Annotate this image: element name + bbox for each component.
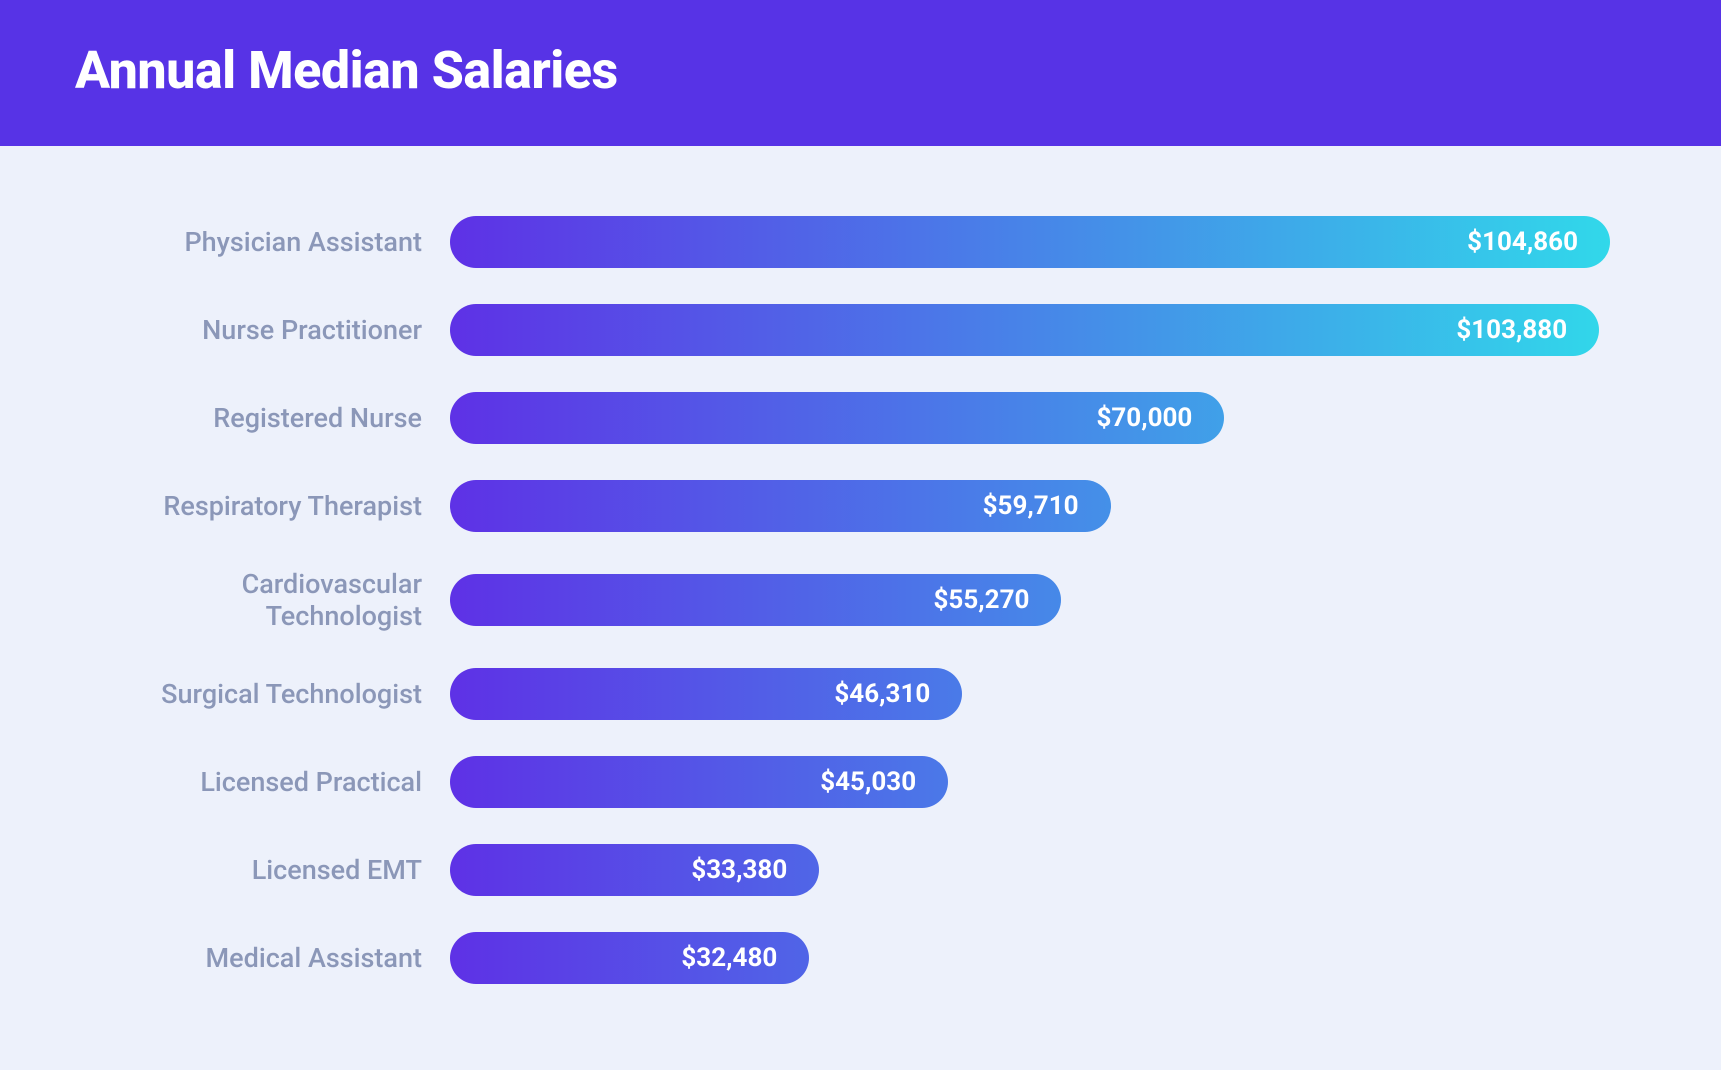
bar-fill: $55,270 bbox=[450, 574, 1061, 626]
bar-track: $103,880 bbox=[450, 304, 1621, 356]
bar-label: Respiratory Therapist bbox=[100, 490, 450, 522]
bar-track: $32,480 bbox=[450, 932, 1621, 984]
bar-label: Registered Nurse bbox=[100, 402, 450, 434]
chart-body: Physician Assistant $104,860 Nurse Practit… bbox=[0, 146, 1721, 1070]
bar-fill: $33,380 bbox=[450, 844, 819, 896]
bar-track: $45,030 bbox=[450, 756, 1621, 808]
bar-label: Physician Assistant bbox=[100, 226, 450, 258]
bar-fill: $104,860 bbox=[450, 216, 1610, 268]
chart-title: Annual Median Salaries bbox=[75, 40, 1646, 101]
bar-fill: $59,710 bbox=[450, 480, 1111, 532]
bar-row: Licensed Practical $45,030 bbox=[100, 756, 1621, 808]
bar-row: Respiratory Therapist $59,710 bbox=[100, 480, 1621, 532]
bar-fill: $70,000 bbox=[450, 392, 1224, 444]
bar-track: $46,310 bbox=[450, 668, 1621, 720]
bar-track: $104,860 bbox=[450, 216, 1621, 268]
bar-value: $46,310 bbox=[834, 679, 930, 709]
bar-value: $45,030 bbox=[820, 767, 916, 797]
bar-row: Physician Assistant $104,860 bbox=[100, 216, 1621, 268]
bar-track: $55,270 bbox=[450, 574, 1621, 626]
bar-track: $59,710 bbox=[450, 480, 1621, 532]
bar-fill: $103,880 bbox=[450, 304, 1599, 356]
bar-row: Licensed EMT $33,380 bbox=[100, 844, 1621, 896]
bar-label: Cardiovascular Technologist bbox=[100, 568, 450, 632]
bar-label: Surgical Technologist bbox=[100, 678, 450, 710]
bar-row: Medical Assistant $32,480 bbox=[100, 932, 1621, 984]
chart-header: Annual Median Salaries bbox=[0, 0, 1721, 146]
bar-row: Surgical Technologist $46,310 bbox=[100, 668, 1621, 720]
bar-value: $103,880 bbox=[1456, 315, 1567, 345]
bar-fill: $46,310 bbox=[450, 668, 962, 720]
bar-value: $104,860 bbox=[1467, 227, 1578, 257]
bar-value: $59,710 bbox=[983, 491, 1079, 521]
bar-value: $33,380 bbox=[691, 855, 787, 885]
bar-row: Registered Nurse $70,000 bbox=[100, 392, 1621, 444]
bar-row: Nurse Practitioner $103,880 bbox=[100, 304, 1621, 356]
bar-label: Medical Assistant bbox=[100, 942, 450, 974]
bar-value: $70,000 bbox=[1096, 403, 1192, 433]
bar-fill: $45,030 bbox=[450, 756, 948, 808]
bar-fill: $32,480 bbox=[450, 932, 809, 984]
bar-label: Nurse Practitioner bbox=[100, 314, 450, 346]
bar-track: $70,000 bbox=[450, 392, 1621, 444]
bar-row: Cardiovascular Technologist $55,270 bbox=[100, 568, 1621, 632]
bar-track: $33,380 bbox=[450, 844, 1621, 896]
bar-label: Licensed EMT bbox=[100, 854, 450, 886]
bar-label: Licensed Practical bbox=[100, 766, 450, 798]
bar-value: $32,480 bbox=[681, 943, 777, 973]
bar-value: $55,270 bbox=[934, 585, 1030, 615]
